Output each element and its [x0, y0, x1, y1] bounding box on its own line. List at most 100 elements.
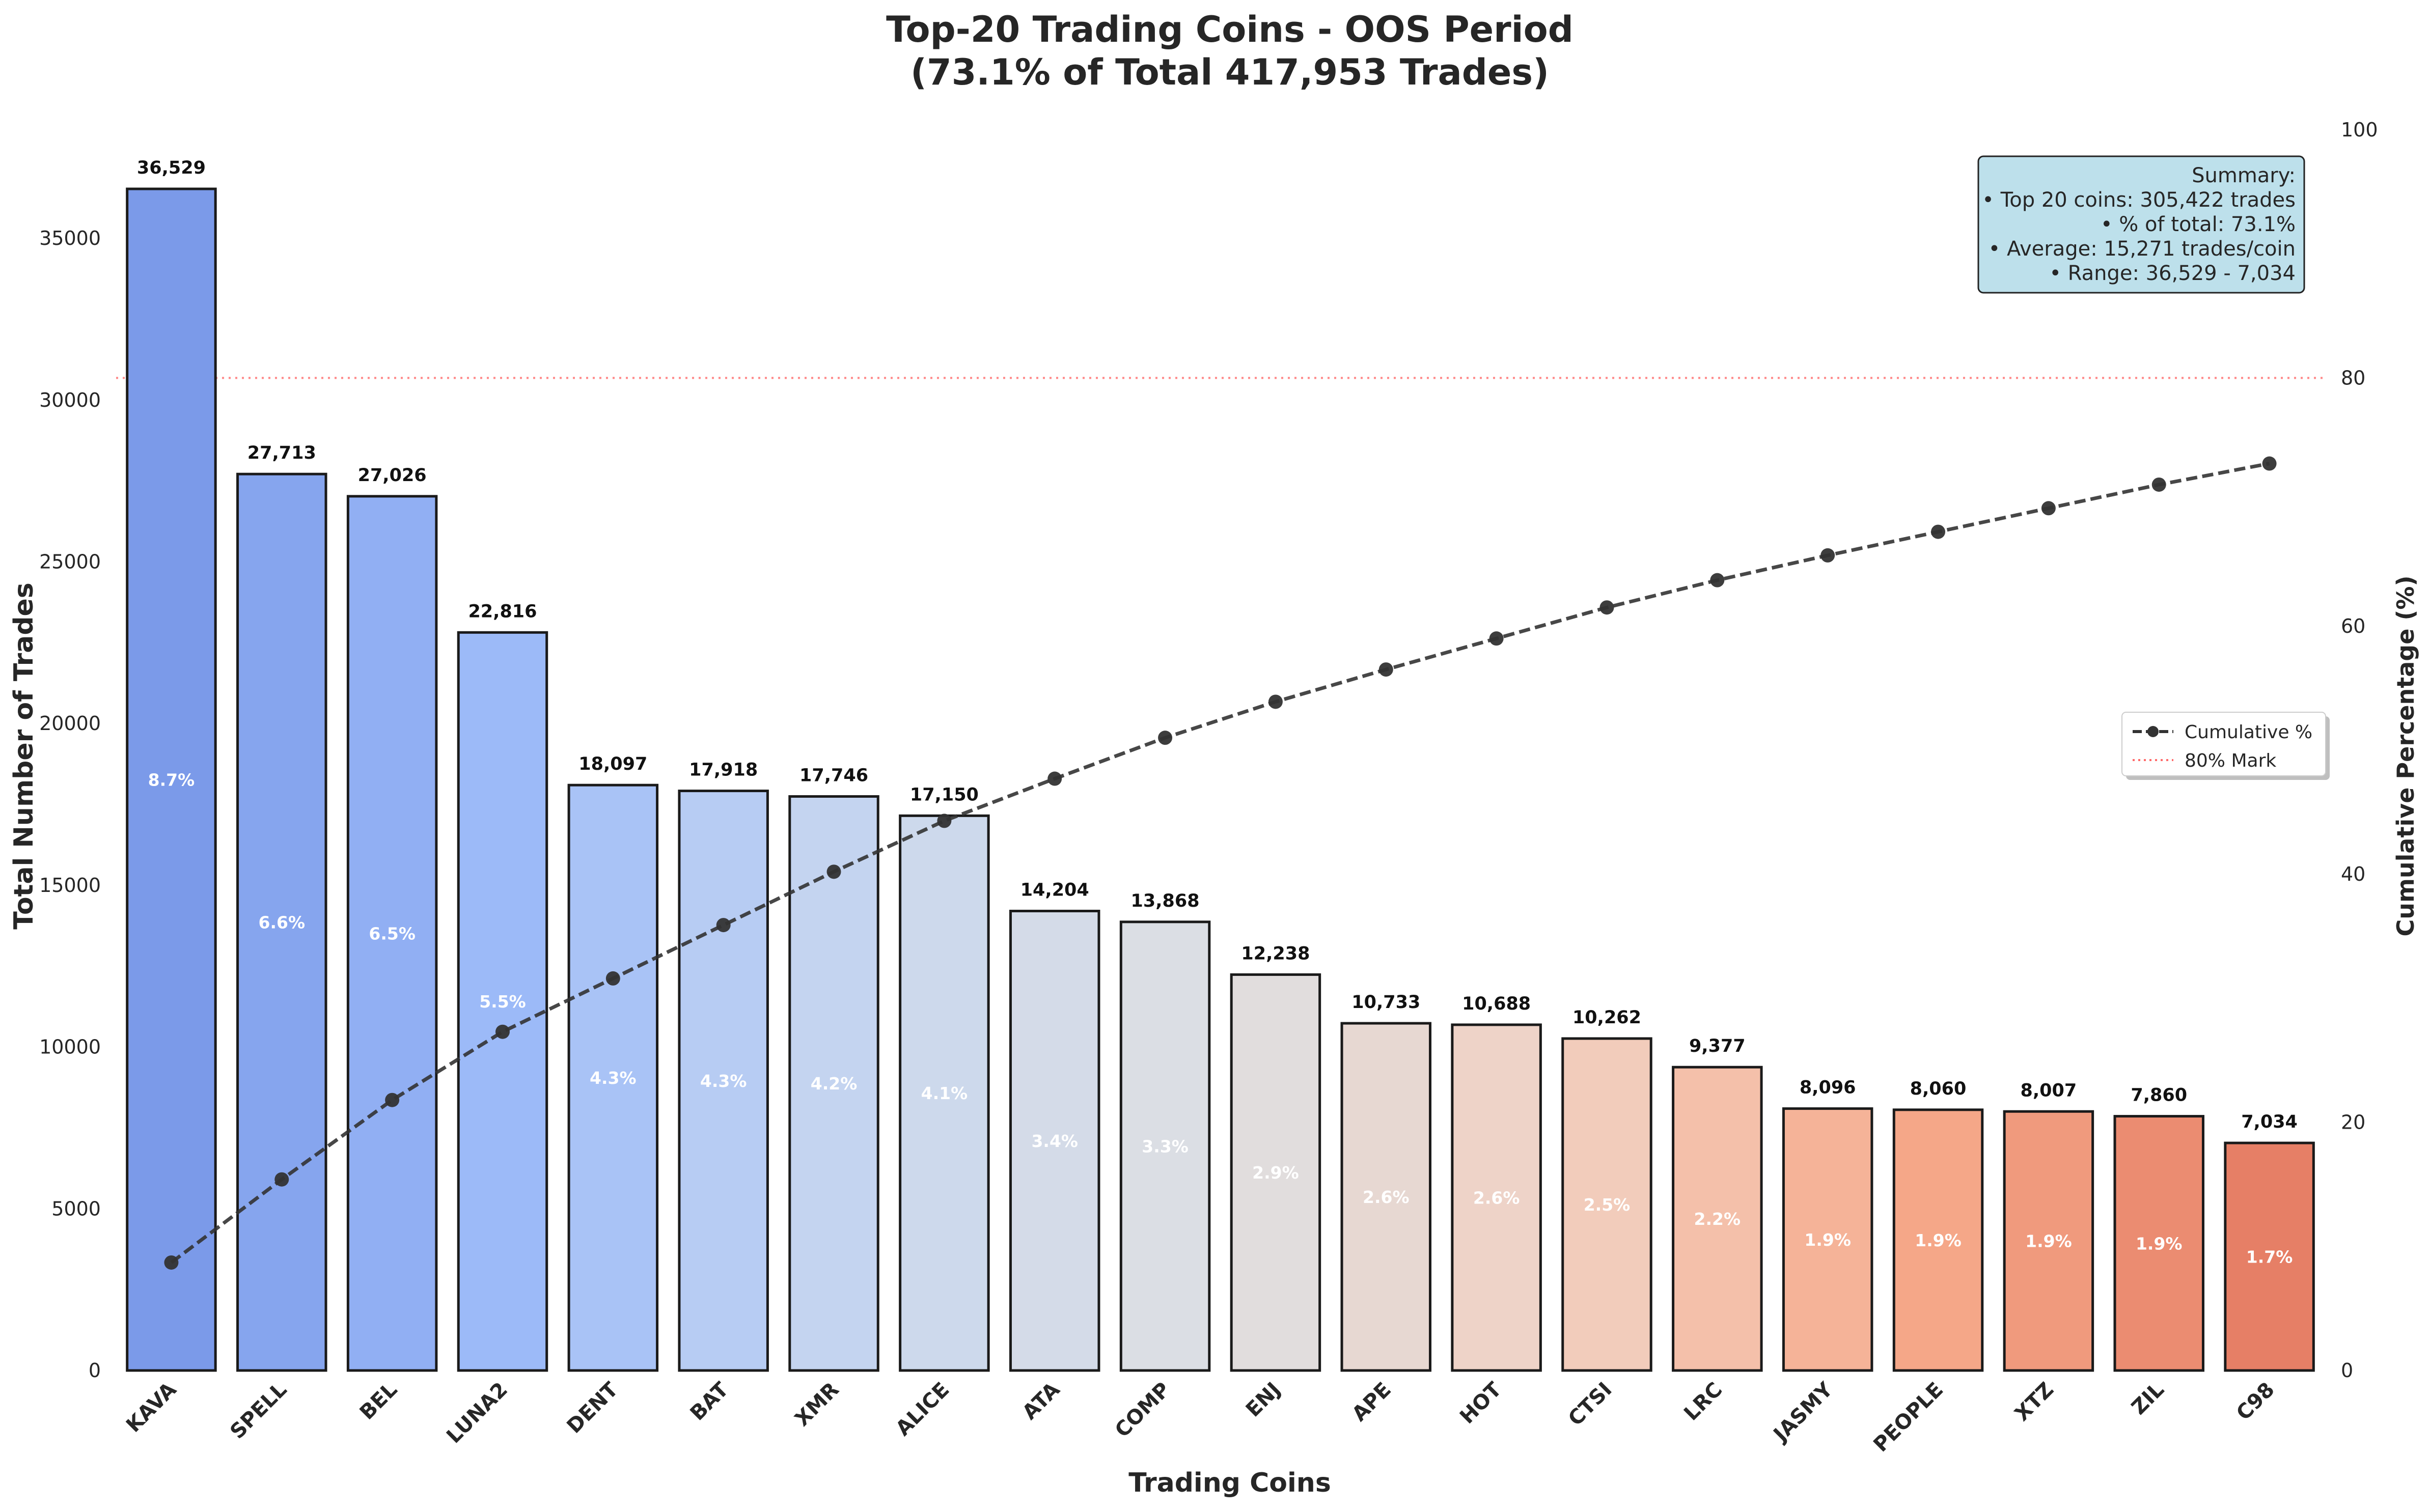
y2-tick-label: 60	[2341, 615, 2365, 637]
percent-label: 2.2%	[1694, 1209, 1741, 1229]
y2-tick-label: 20	[2341, 1111, 2365, 1134]
cumulative-point	[2262, 456, 2277, 471]
bar-kava	[126, 187, 217, 1372]
bar-luna2	[457, 631, 548, 1372]
value-label: 17,150	[910, 785, 979, 805]
y2-tick-label: 0	[2341, 1359, 2353, 1382]
summary-title: Summary:	[2192, 164, 2296, 187]
value-labels-layer: 36,529 8.7% 27,713 6.6% 27,026 6.5% 22,816 5.5%…	[137, 158, 2298, 1267]
percent-label: 4.3%	[700, 1071, 747, 1091]
percent-label: 4.1%	[921, 1083, 968, 1103]
cumulative-point	[826, 864, 841, 879]
cumulative-point	[274, 1172, 289, 1187]
cumulative-point	[495, 1024, 510, 1039]
bar-bel	[346, 495, 438, 1372]
percent-label: 2.6%	[1473, 1188, 1520, 1208]
value-label: 10,688	[1462, 994, 1531, 1014]
value-label: 10,733	[1351, 992, 1420, 1013]
cumulative-point	[1820, 548, 1835, 563]
bar-c98	[2224, 1141, 2315, 1372]
value-label: 17,918	[689, 760, 758, 780]
value-label: 9,377	[1689, 1036, 1746, 1056]
bar-lrc	[1672, 1066, 1763, 1372]
y-tick-label: 30000	[39, 389, 101, 411]
cumulative-point	[1268, 694, 1283, 709]
percent-label: 4.3%	[590, 1068, 637, 1088]
percent-label: 1.9%	[1915, 1230, 1962, 1250]
bar-people	[1892, 1108, 1984, 1372]
bar-spell	[236, 472, 327, 1372]
value-label: 10,262	[1572, 1007, 1641, 1028]
cumulative-point	[937, 814, 952, 828]
legend-label-cumulative: Cumulative %	[2185, 722, 2312, 743]
bar-ape	[1340, 1022, 1432, 1372]
bars-layer	[126, 187, 2315, 1372]
summary-box: Summary: • Top 20 coins: 305,422 trades …	[1977, 155, 2305, 294]
bar-hot	[1451, 1023, 1542, 1372]
y-tick-label: 15000	[39, 874, 101, 897]
y2-tick-label: 100	[2341, 119, 2378, 141]
legend: Cumulative % 80% Mark	[2121, 712, 2330, 780]
cumulative-line-layer	[164, 456, 2277, 1270]
summary-line-range: • Range: 36,529 - 7,034	[2049, 262, 2296, 285]
cumulative-point	[2041, 501, 2056, 516]
chart-subtitle: (73.1% of Total 417,953 Trades)	[910, 51, 1549, 93]
percent-label: 3.4%	[1031, 1131, 1078, 1151]
y2-tick-label: 80	[2341, 367, 2365, 389]
percent-label: 2.5%	[1584, 1195, 1631, 1215]
y-tick-label: 0	[89, 1359, 101, 1382]
percent-label: 1.9%	[2136, 1234, 2183, 1253]
percent-label: 2.9%	[1252, 1163, 1299, 1183]
value-label: 12,238	[1241, 943, 1310, 964]
cumulative-point	[385, 1093, 400, 1107]
y-axis-label: Total Number of Trades	[9, 582, 39, 930]
percent-label: 1.9%	[1804, 1230, 1851, 1250]
percent-label: 5.5%	[479, 992, 526, 1012]
value-label: 7,860	[2131, 1085, 2187, 1106]
cumulative-point	[1489, 631, 1504, 646]
cumulative-point	[1378, 662, 1393, 677]
summary-line-average: • Average: 15,271 trades/coin	[1989, 237, 2296, 261]
value-label: 7,034	[2241, 1112, 2298, 1132]
y-tick-label: 10000	[39, 1036, 101, 1058]
value-label: 8,096	[1800, 1078, 1856, 1098]
percent-label: 6.6%	[259, 913, 306, 933]
cumulative-line	[170, 462, 2270, 1264]
cumulative-point	[2151, 477, 2166, 492]
legend-marker-swatch	[2147, 726, 2159, 737]
value-label: 17,746	[799, 765, 868, 786]
y-axis-ticks: 0 5000 10000 15000 20000 25000 30000 35000	[39, 227, 101, 1382]
bar-bat	[678, 790, 769, 1372]
y-tick-label: 20000	[39, 712, 101, 735]
cumulative-point	[164, 1255, 179, 1270]
percent-label: 8.7%	[148, 770, 195, 790]
value-label: 18,097	[578, 754, 647, 774]
bar-dent	[567, 783, 659, 1372]
y-tick-label: 5000	[51, 1197, 101, 1220]
value-label: 13,868	[1131, 891, 1200, 911]
value-label: 27,026	[358, 465, 427, 486]
cumulative-point	[1599, 600, 1614, 615]
cumulative-point	[716, 918, 731, 933]
value-label: 27,713	[247, 443, 316, 463]
percent-label: 1.9%	[2025, 1231, 2072, 1251]
percent-label: 3.3%	[1142, 1136, 1189, 1156]
bar-zil	[2113, 1115, 2204, 1372]
value-label: 8,060	[1910, 1079, 1967, 1099]
y-tick-label: 25000	[39, 551, 101, 573]
x-axis-label: Trading Coins	[1128, 1468, 1331, 1498]
bar-ctsi	[1561, 1037, 1652, 1372]
y2-tick-label: 40	[2341, 863, 2365, 885]
bar-xtz	[2003, 1110, 2094, 1372]
bar-xmr	[788, 795, 879, 1372]
percent-label: 2.6%	[1363, 1187, 1410, 1207]
value-label: 8,007	[2021, 1080, 2077, 1101]
bar-alice	[899, 814, 990, 1372]
value-label: 14,204	[1020, 880, 1089, 901]
cumulative-point	[1710, 573, 1725, 587]
chart-title: Top-20 Trading Coins - OOS Period	[886, 9, 1574, 50]
summary-line-trades: • Top 20 coins: 305,422 trades	[1982, 188, 2296, 212]
bar-jasmy	[1782, 1107, 1873, 1372]
percent-label: 6.5%	[369, 923, 416, 943]
